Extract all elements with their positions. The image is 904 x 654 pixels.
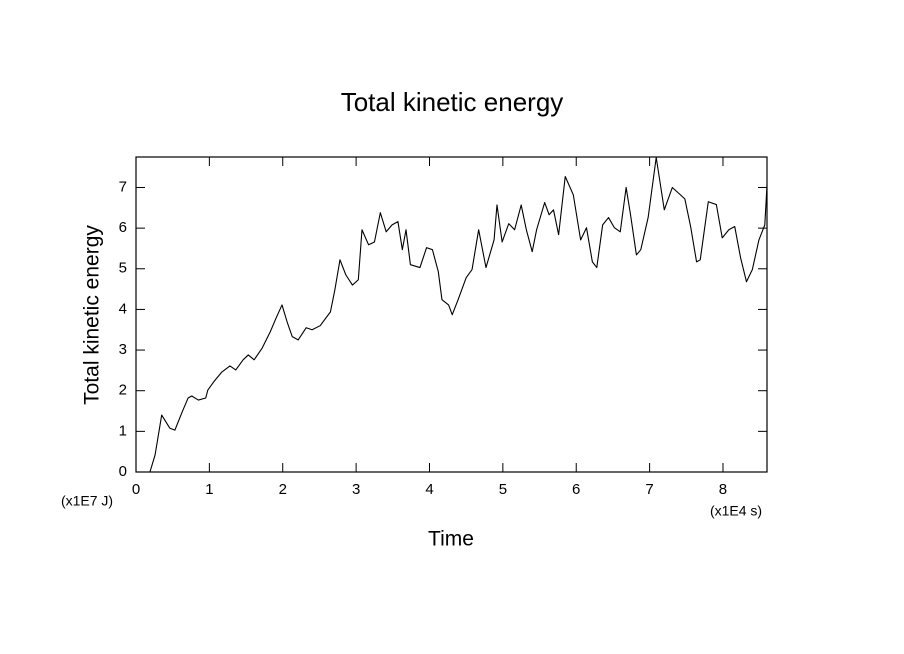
x-tick-label: 4	[425, 481, 433, 498]
y-tick-label: 3	[119, 341, 127, 358]
y-tick-label: 7	[119, 178, 127, 195]
x-tick-label: 5	[499, 481, 507, 498]
x-unit-label: (x1E4 s)	[710, 503, 762, 519]
y-tick-label: 0	[119, 463, 127, 480]
plot-frame	[135, 156, 768, 473]
y-tick-label: 6	[119, 219, 127, 236]
x-tick-label: 1	[205, 481, 213, 498]
y-tick-label: 1	[119, 422, 127, 439]
y-unit-label: (x1E7 J)	[61, 493, 113, 509]
x-tick-label: 0	[132, 481, 140, 498]
chart-title: Total kinetic energy	[341, 87, 564, 117]
y-axis-label: Total kinetic energy	[81, 225, 104, 405]
y-tick-label: 5	[119, 260, 127, 277]
data-line	[149, 156, 768, 473]
x-tick-label: 2	[279, 481, 287, 498]
x-axis-label: Time	[428, 528, 474, 551]
x-tick-label: 7	[645, 481, 653, 498]
y-tick-label: 4	[119, 300, 127, 317]
x-tick-label: 3	[352, 481, 360, 498]
y-tick-label: 2	[119, 382, 127, 399]
x-tick-label: 6	[572, 481, 580, 498]
x-tick-label: 8	[719, 481, 727, 498]
